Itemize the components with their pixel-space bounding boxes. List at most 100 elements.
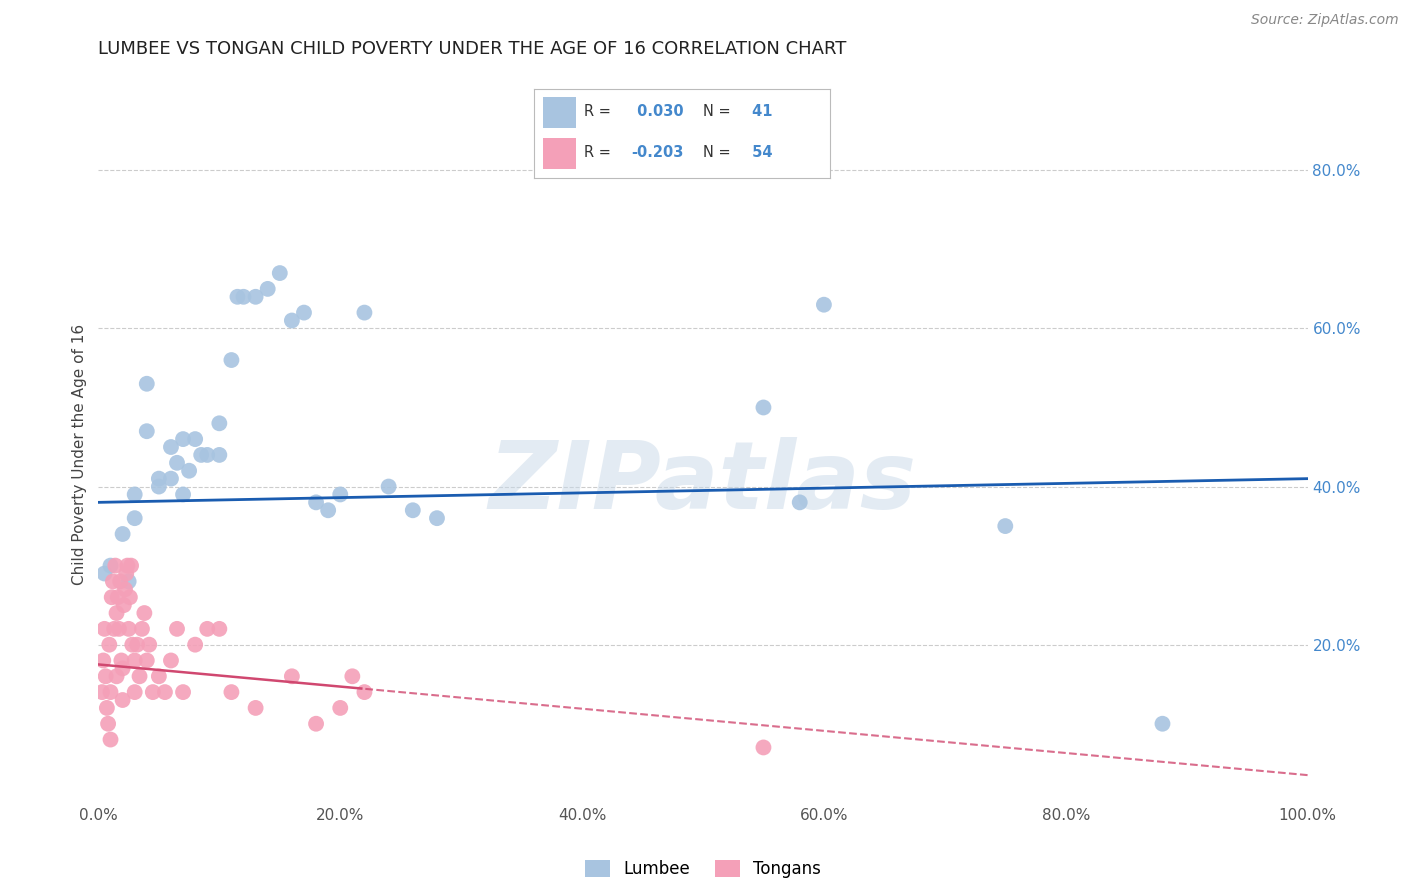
- Point: [108, 574, 131, 589]
- Y-axis label: Child Poverty Under the Age of 16: Child Poverty Under the Age of 16: [72, 325, 87, 585]
- Point: [166, 456, 188, 470]
- Point: [184, 638, 207, 652]
- Point: [245, 701, 267, 715]
- Point: [245, 290, 267, 304]
- Point: [118, 591, 141, 605]
- Text: 41: 41: [747, 104, 772, 120]
- Point: [190, 448, 212, 462]
- Point: [135, 653, 157, 667]
- Point: [100, 558, 122, 573]
- Point: [342, 669, 364, 683]
- Point: [118, 622, 141, 636]
- Point: [142, 685, 165, 699]
- Point: [100, 732, 122, 747]
- Point: [269, 266, 291, 280]
- Text: ZIPatlas: ZIPatlas: [489, 437, 917, 529]
- Text: R =: R =: [585, 104, 616, 120]
- Point: [305, 495, 328, 509]
- Point: [789, 495, 811, 509]
- Point: [160, 440, 183, 454]
- Point: [402, 503, 425, 517]
- Point: [107, 591, 129, 605]
- Point: [179, 464, 201, 478]
- Point: [353, 305, 375, 319]
- Point: [160, 653, 183, 667]
- Point: [98, 638, 121, 652]
- Text: Source: ZipAtlas.com: Source: ZipAtlas.com: [1251, 13, 1399, 28]
- Point: [752, 740, 775, 755]
- Point: [114, 582, 136, 597]
- Text: R =: R =: [585, 145, 616, 160]
- Point: [134, 606, 156, 620]
- Point: [108, 622, 131, 636]
- Point: [105, 669, 128, 683]
- Point: [221, 685, 243, 699]
- Point: [232, 290, 254, 304]
- Point: [281, 313, 304, 327]
- Point: [124, 653, 146, 667]
- Point: [100, 591, 122, 605]
- Point: [160, 472, 183, 486]
- Point: [316, 503, 339, 517]
- Point: [105, 606, 128, 620]
- Point: [184, 432, 207, 446]
- Point: [208, 622, 231, 636]
- Point: [148, 472, 170, 486]
- Point: [120, 558, 142, 573]
- Point: [172, 432, 194, 446]
- Point: [426, 511, 449, 525]
- Point: [148, 479, 170, 493]
- Point: [127, 638, 149, 652]
- Point: [117, 558, 139, 573]
- Point: [96, 701, 118, 715]
- Point: [195, 622, 218, 636]
- Legend: Lumbee, Tongans: Lumbee, Tongans: [578, 854, 828, 885]
- Point: [208, 417, 231, 431]
- Point: [208, 448, 231, 462]
- Point: [91, 653, 114, 667]
- Point: [93, 622, 115, 636]
- Point: [377, 479, 399, 493]
- Text: LUMBEE VS TONGAN CHILD POVERTY UNDER THE AGE OF 16 CORRELATION CHART: LUMBEE VS TONGAN CHILD POVERTY UNDER THE…: [98, 40, 846, 58]
- Point: [101, 574, 124, 589]
- Point: [100, 685, 122, 699]
- Point: [221, 353, 243, 368]
- Point: [111, 527, 134, 541]
- Text: 0.030: 0.030: [631, 104, 683, 120]
- Point: [124, 511, 146, 525]
- Point: [112, 598, 135, 612]
- Point: [118, 574, 141, 589]
- Point: [1152, 716, 1174, 731]
- Point: [813, 298, 835, 312]
- Point: [93, 566, 115, 581]
- Point: [135, 376, 157, 391]
- Point: [111, 693, 134, 707]
- Point: [329, 701, 352, 715]
- Point: [166, 622, 188, 636]
- Point: [131, 622, 153, 636]
- Point: [115, 566, 138, 581]
- Point: [148, 669, 170, 683]
- Point: [256, 282, 278, 296]
- Point: [124, 685, 146, 699]
- Point: [135, 424, 157, 438]
- Point: [305, 716, 328, 731]
- Text: N =: N =: [703, 104, 735, 120]
- FancyBboxPatch shape: [543, 97, 575, 128]
- Point: [172, 685, 194, 699]
- Point: [91, 685, 114, 699]
- FancyBboxPatch shape: [543, 138, 575, 169]
- Point: [121, 638, 143, 652]
- Point: [172, 487, 194, 501]
- Point: [110, 653, 132, 667]
- Text: 54: 54: [747, 145, 772, 160]
- Point: [281, 669, 304, 683]
- Text: N =: N =: [703, 145, 735, 160]
- Point: [111, 661, 134, 675]
- Point: [138, 638, 160, 652]
- Text: -0.203: -0.203: [631, 145, 685, 160]
- Point: [97, 716, 120, 731]
- Point: [292, 305, 315, 319]
- Point: [124, 487, 146, 501]
- Point: [153, 685, 176, 699]
